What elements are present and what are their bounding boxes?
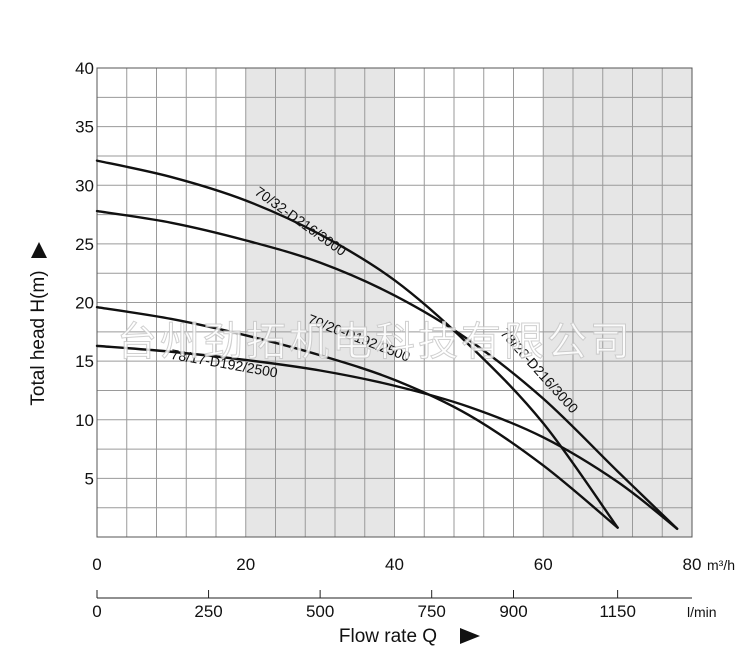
x2-tick-label: 500 <box>306 602 334 621</box>
x-tick-label: 0 <box>92 555 101 574</box>
plot-frame <box>96 67 693 538</box>
secondary-x-ticks: 0 250 500 750 900 1150 <box>92 590 636 621</box>
x2-tick-label: 250 <box>194 602 222 621</box>
x-axis-title: Flow rate Q <box>339 626 437 647</box>
y-tick-label: 10 <box>75 411 94 430</box>
x-tick-label: 60 <box>534 555 553 574</box>
x-axis-arrow-icon <box>460 628 480 644</box>
y-axis-arrow-icon <box>31 242 47 258</box>
x2-tick-label: 750 <box>418 602 446 621</box>
x-unit-label: m³/h <box>707 557 735 573</box>
series-line-0 <box>95 159 619 529</box>
x2-tick-label: 900 <box>499 602 527 621</box>
x2-unit-label: l/min <box>687 604 717 620</box>
x2-tick-label: 1150 <box>599 602 636 621</box>
secondary-x-axis: 0 250 500 750 900 1150 l/min <box>92 590 717 621</box>
x-tick-label: 20 <box>236 555 255 574</box>
y-tick-label: 35 <box>75 118 94 137</box>
series-line-1 <box>95 209 679 530</box>
y-tick-label: 20 <box>75 294 94 313</box>
watermark-text: 台州劲拓机电科技有限公司 <box>117 319 633 365</box>
x-tick-labels: 0 20 40 60 80 <box>92 555 701 574</box>
y-tick-label: 5 <box>85 469 94 488</box>
grid <box>96 67 693 538</box>
y-tick-label: 15 <box>75 352 94 371</box>
series-line-2 <box>95 305 619 529</box>
y-tick-labels: 5 10 15 20 25 30 35 40 <box>75 59 94 488</box>
y-axis-title: Total head H(m) <box>28 270 49 405</box>
y-tick-label: 25 <box>75 235 94 254</box>
y-tick-label: 30 <box>75 176 94 195</box>
series-line-3 <box>95 344 679 530</box>
x2-tick-label: 0 <box>92 602 101 621</box>
x-tick-label: 40 <box>385 555 404 574</box>
y-tick-label: 40 <box>75 59 94 78</box>
x-tick-label: 80 <box>683 555 702 574</box>
